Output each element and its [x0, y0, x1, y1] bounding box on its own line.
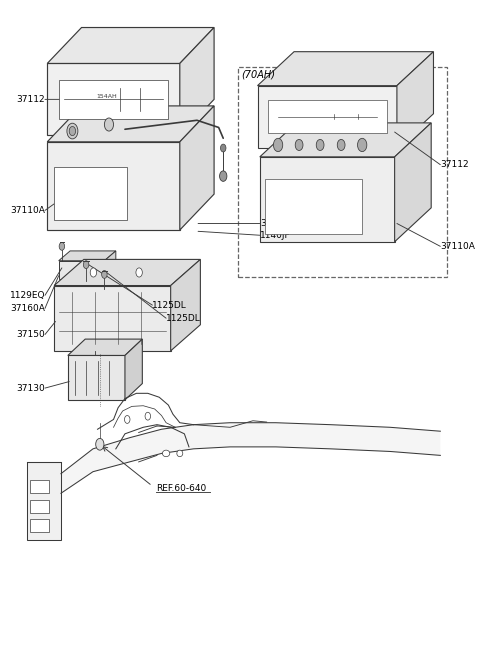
Polygon shape	[257, 52, 433, 86]
Text: 37110A: 37110A	[10, 206, 45, 215]
Polygon shape	[47, 106, 214, 142]
Bar	[30, 520, 49, 533]
Text: 37110A: 37110A	[440, 242, 475, 251]
Circle shape	[136, 268, 143, 277]
Polygon shape	[54, 285, 171, 351]
Circle shape	[102, 270, 107, 278]
Text: 1125DL: 1125DL	[152, 300, 187, 310]
Polygon shape	[54, 259, 200, 285]
Circle shape	[96, 438, 104, 450]
Text: 1140JF: 1140JF	[260, 231, 290, 239]
Circle shape	[274, 138, 283, 152]
Text: 1125DL: 1125DL	[166, 314, 201, 323]
Circle shape	[124, 415, 130, 423]
Text: 37130: 37130	[16, 384, 45, 392]
Text: 37150: 37150	[16, 330, 45, 339]
Circle shape	[295, 140, 303, 150]
Polygon shape	[260, 123, 431, 157]
Circle shape	[84, 260, 89, 268]
Polygon shape	[61, 422, 440, 493]
Polygon shape	[47, 142, 180, 230]
Polygon shape	[59, 260, 104, 279]
Ellipse shape	[162, 450, 170, 457]
Polygon shape	[171, 259, 200, 351]
Ellipse shape	[177, 450, 183, 457]
Polygon shape	[395, 123, 431, 242]
Text: 37112: 37112	[16, 95, 45, 104]
Circle shape	[69, 127, 75, 136]
Circle shape	[220, 144, 226, 152]
Polygon shape	[260, 157, 395, 242]
Circle shape	[358, 138, 367, 152]
Bar	[27, 462, 61, 541]
Bar	[30, 480, 49, 493]
Circle shape	[145, 412, 151, 420]
Polygon shape	[68, 356, 125, 400]
Polygon shape	[59, 80, 168, 119]
Polygon shape	[104, 251, 116, 279]
Text: 37180F: 37180F	[260, 219, 294, 228]
Text: 37112: 37112	[440, 160, 469, 169]
Circle shape	[104, 118, 114, 131]
Text: REF.60-640: REF.60-640	[156, 483, 206, 493]
Bar	[54, 167, 127, 220]
Polygon shape	[180, 28, 214, 135]
Bar	[238, 67, 447, 277]
Polygon shape	[125, 339, 143, 400]
Text: 37160A: 37160A	[10, 304, 45, 313]
Circle shape	[316, 140, 324, 150]
Polygon shape	[267, 100, 387, 133]
Circle shape	[59, 243, 65, 251]
Polygon shape	[257, 86, 397, 148]
Bar	[30, 500, 49, 513]
Text: 154AH: 154AH	[96, 94, 117, 99]
Polygon shape	[180, 106, 214, 230]
Text: (70AH): (70AH)	[241, 70, 275, 79]
Polygon shape	[68, 339, 143, 356]
Text: 1129EQ: 1129EQ	[10, 291, 45, 300]
Circle shape	[337, 140, 345, 150]
Polygon shape	[397, 52, 433, 148]
Circle shape	[67, 123, 78, 139]
Polygon shape	[47, 64, 180, 135]
Polygon shape	[47, 28, 214, 64]
Circle shape	[219, 171, 227, 181]
Bar	[265, 178, 362, 234]
Polygon shape	[59, 251, 116, 260]
Circle shape	[90, 268, 96, 277]
